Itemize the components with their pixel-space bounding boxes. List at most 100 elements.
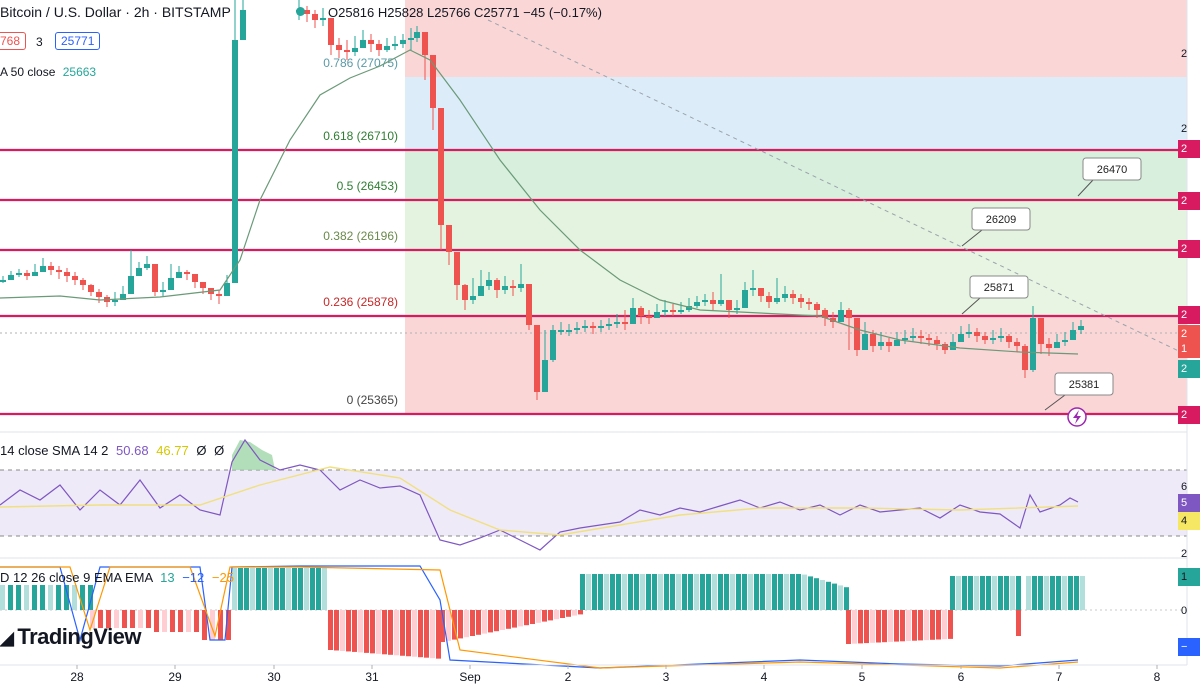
macd-bar-71 (476, 610, 481, 635)
fib-zones (405, 0, 1187, 414)
candle-body-24 (192, 274, 198, 282)
candle-body-14 (112, 300, 118, 302)
macd-bar-9 (72, 585, 77, 610)
rsi-axis-label-2: 4 (1178, 512, 1200, 530)
macd-bar-128 (814, 578, 819, 610)
x-tick-label-9: 6 (957, 670, 965, 684)
macd-bar-38 (280, 568, 285, 610)
macd-bar-134 (846, 610, 851, 644)
callout-box-0 (1082, 157, 1142, 181)
ma-legend-value: 25663 (62, 65, 97, 79)
macd-bar-152 (950, 576, 955, 610)
callout-pointer-2 (961, 297, 981, 315)
ask-price-badge[interactable]: 25771 (55, 32, 101, 50)
fib-label-1: 0.618 (26710) (323, 129, 398, 143)
candle-body-70 (606, 324, 612, 326)
candle-body-115 (966, 332, 972, 334)
candle-body-34 (320, 18, 326, 20)
macd-bar-16 (122, 610, 127, 628)
callout-box-2 (969, 275, 1029, 299)
x-tick-marks (76, 665, 1158, 669)
macd-bar-108 (694, 574, 699, 610)
macd-bar-84 (554, 610, 559, 620)
macd-bar-164 (1016, 610, 1021, 636)
candle-body-41 (376, 44, 382, 50)
lightning-icon[interactable] (1067, 407, 1087, 427)
macd-bar-13 (98, 610, 103, 628)
candle-body-77 (662, 310, 668, 312)
macd-legend-label: D 12 26 close 9 EMA EMA (0, 570, 153, 585)
symbol-title[interactable]: Bitcoin / U.S. Dollar · 2h · BITSTAMP (0, 4, 231, 20)
candle-body-85 (726, 300, 732, 310)
macd-bar-40 (292, 568, 297, 610)
candle-body-108 (910, 336, 916, 338)
macd-bar-149 (936, 610, 941, 640)
macd-bar-74 (494, 610, 499, 632)
price-axis-label-5: 2 (1178, 306, 1200, 324)
candle-body-6 (48, 266, 54, 270)
candle-body-61 (534, 325, 540, 392)
macd-bar-24 (186, 610, 191, 632)
macd-bar-1 (8, 585, 13, 610)
candle-body-95 (806, 302, 812, 304)
macd-bar-29 (226, 610, 231, 640)
macd-bar-76 (506, 610, 511, 629)
macd-bar-100 (646, 574, 651, 610)
candle-body-111 (934, 340, 940, 344)
macd-bar-173 (1074, 576, 1079, 610)
macd-axis-label-0: 1 (1178, 568, 1200, 586)
candle-body-32 (304, 10, 310, 14)
candle-body-48 (430, 55, 436, 108)
price-axis-label-8: 2 (1178, 360, 1200, 378)
candle-body-28 (224, 283, 230, 296)
callout-label-2: 25871 (984, 282, 1015, 294)
macd-bar-5 (40, 585, 45, 610)
rsi-legend[interactable]: 14 close SMA 14 2 50.68 46.77 Ø Ø (0, 443, 224, 458)
macd-bar-119 (760, 574, 765, 610)
macd-bar-96 (622, 574, 627, 610)
candle-body-123 (1030, 318, 1036, 370)
macd-bar-174 (1080, 576, 1085, 610)
macd-bar-41 (298, 568, 303, 610)
macd-legend[interactable]: D 12 26 close 9 EMA EMA 13 −12 −25 (0, 570, 234, 585)
macd-bar-93 (604, 574, 609, 610)
candle-body-65 (566, 330, 572, 332)
macd-bar-145 (912, 610, 917, 641)
macd-bar-159 (992, 576, 997, 610)
candle-body-105 (886, 342, 892, 346)
macd-bar-32 (244, 568, 249, 610)
macd-bar-54 (376, 610, 381, 654)
bid-price-badge[interactable]: 768 (0, 32, 27, 50)
tradingview-logo[interactable]: ◢ TradingView (0, 624, 142, 650)
macd-bar-53 (370, 610, 375, 654)
candle-body-94 (798, 298, 804, 302)
candle-body-124 (1038, 318, 1044, 344)
macd-bar-39 (286, 568, 291, 610)
macd-bar-136 (858, 610, 863, 644)
candle-body-67 (582, 326, 588, 328)
ma-legend[interactable]: A 50 close 25663 (0, 65, 96, 79)
macd-bar-127 (808, 576, 813, 610)
callout-box-3 (1054, 372, 1114, 396)
candle-body-91 (774, 298, 780, 302)
fib-label-4: 0.236 (25878) (323, 295, 398, 309)
candle-body-109 (918, 336, 924, 338)
candle-body-93 (790, 294, 796, 298)
candle-body-51 (454, 252, 460, 285)
candle-body-84 (718, 300, 724, 304)
x-tick-label-3: 31 (365, 670, 379, 684)
candle-body-96 (814, 304, 820, 310)
candle-body-87 (742, 290, 748, 308)
macd-bar-55 (382, 610, 387, 655)
zone-0382 (405, 250, 1187, 316)
macd-bar-129 (820, 580, 825, 610)
macd-bar-61 (418, 610, 423, 658)
macd-bar-28 (218, 610, 223, 640)
candle-body-117 (982, 336, 988, 340)
candle-body-18 (144, 264, 150, 268)
rsi-axis-label-3: 2 (1181, 548, 1188, 560)
macd-bar-162 (1010, 576, 1015, 610)
candle-body-113 (950, 342, 956, 350)
callout-label-0: 26470 (1097, 164, 1128, 176)
macd-axis-label-2: − (1178, 638, 1200, 656)
